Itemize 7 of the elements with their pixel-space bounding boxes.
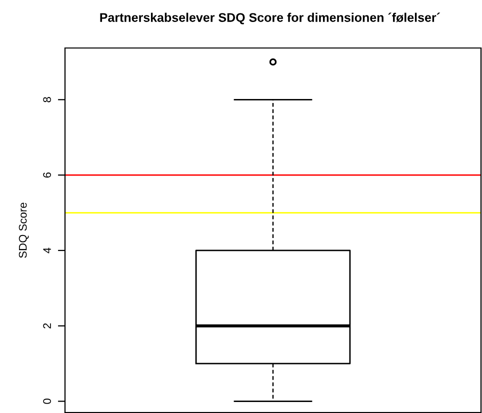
chart-title: Partnerskabselever SDQ Score for dimensionen ´følelser´ [100, 12, 440, 24]
y-tick-label: 4 [43, 248, 51, 254]
y-tick-label: 8 [43, 97, 51, 102]
y-tick-label: 2 [43, 323, 51, 328]
y-tick-label: 0 [43, 398, 51, 404]
y-tick-label: 6 [43, 172, 51, 178]
y-axis-title: SDQ Score [18, 202, 29, 258]
